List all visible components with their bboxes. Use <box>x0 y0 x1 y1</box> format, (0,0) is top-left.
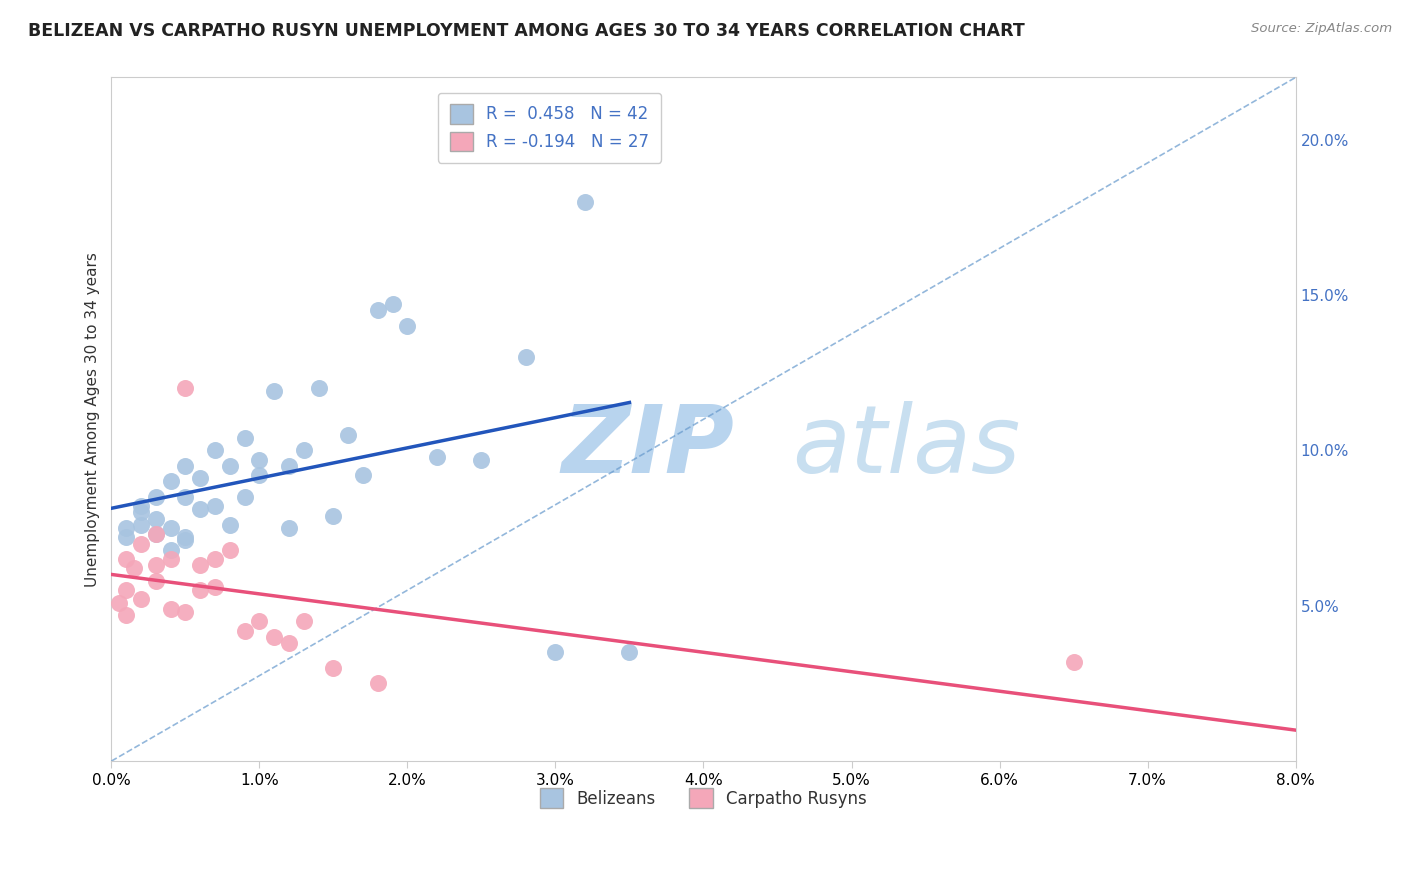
Point <box>381 297 404 311</box>
Point <box>292 443 315 458</box>
Point <box>115 530 138 544</box>
Point <box>159 552 181 566</box>
Point <box>129 500 152 514</box>
Point <box>322 508 344 523</box>
Point <box>367 676 389 690</box>
Point <box>278 458 301 473</box>
Point <box>115 552 138 566</box>
Point <box>1063 655 1085 669</box>
Point <box>145 574 167 588</box>
Text: ZIP: ZIP <box>561 401 734 492</box>
Point <box>204 443 226 458</box>
Point <box>292 614 315 628</box>
Point <box>263 630 285 644</box>
Point <box>174 490 197 504</box>
Point <box>426 450 449 464</box>
Point <box>145 558 167 573</box>
Point <box>115 583 138 598</box>
Point <box>233 624 256 638</box>
Text: BELIZEAN VS CARPATHO RUSYN UNEMPLOYMENT AMONG AGES 30 TO 34 YEARS CORRELATION CH: BELIZEAN VS CARPATHO RUSYN UNEMPLOYMENT … <box>28 22 1025 40</box>
Y-axis label: Unemployment Among Ages 30 to 34 years: Unemployment Among Ages 30 to 34 years <box>86 252 100 587</box>
Legend: Belizeans, Carpatho Rusyns: Belizeans, Carpatho Rusyns <box>533 781 873 814</box>
Point <box>174 605 197 619</box>
Point <box>233 490 256 504</box>
Point <box>188 558 211 573</box>
Point <box>108 596 131 610</box>
Point <box>263 384 285 399</box>
Point <box>129 506 152 520</box>
Point <box>174 533 197 548</box>
Point <box>249 452 271 467</box>
Point <box>129 517 152 532</box>
Point <box>619 645 641 659</box>
Point <box>145 490 167 504</box>
Point <box>159 602 181 616</box>
Point <box>574 194 596 209</box>
Point <box>322 661 344 675</box>
Point <box>218 517 240 532</box>
Point <box>174 381 197 395</box>
Point <box>145 527 167 541</box>
Point <box>470 452 492 467</box>
Point <box>145 511 167 525</box>
Point <box>145 527 167 541</box>
Point <box>204 500 226 514</box>
Point <box>159 475 181 489</box>
Text: atlas: atlas <box>793 401 1021 492</box>
Point <box>544 645 567 659</box>
Point <box>308 381 330 395</box>
Point <box>122 561 145 575</box>
Point <box>515 350 537 364</box>
Point <box>249 468 271 483</box>
Point <box>174 458 197 473</box>
Point <box>278 636 301 650</box>
Point <box>188 502 211 516</box>
Point <box>249 614 271 628</box>
Point <box>352 468 374 483</box>
Point <box>159 542 181 557</box>
Point <box>159 521 181 535</box>
Point <box>115 607 138 622</box>
Point <box>278 521 301 535</box>
Point <box>233 431 256 445</box>
Text: Source: ZipAtlas.com: Source: ZipAtlas.com <box>1251 22 1392 36</box>
Point <box>367 303 389 318</box>
Point <box>188 471 211 485</box>
Point <box>337 427 360 442</box>
Point <box>115 521 138 535</box>
Point <box>174 530 197 544</box>
Point <box>129 536 152 550</box>
Point <box>396 319 419 334</box>
Point <box>218 458 240 473</box>
Point <box>129 592 152 607</box>
Point <box>218 542 240 557</box>
Point <box>204 580 226 594</box>
Point <box>204 552 226 566</box>
Point <box>188 583 211 598</box>
